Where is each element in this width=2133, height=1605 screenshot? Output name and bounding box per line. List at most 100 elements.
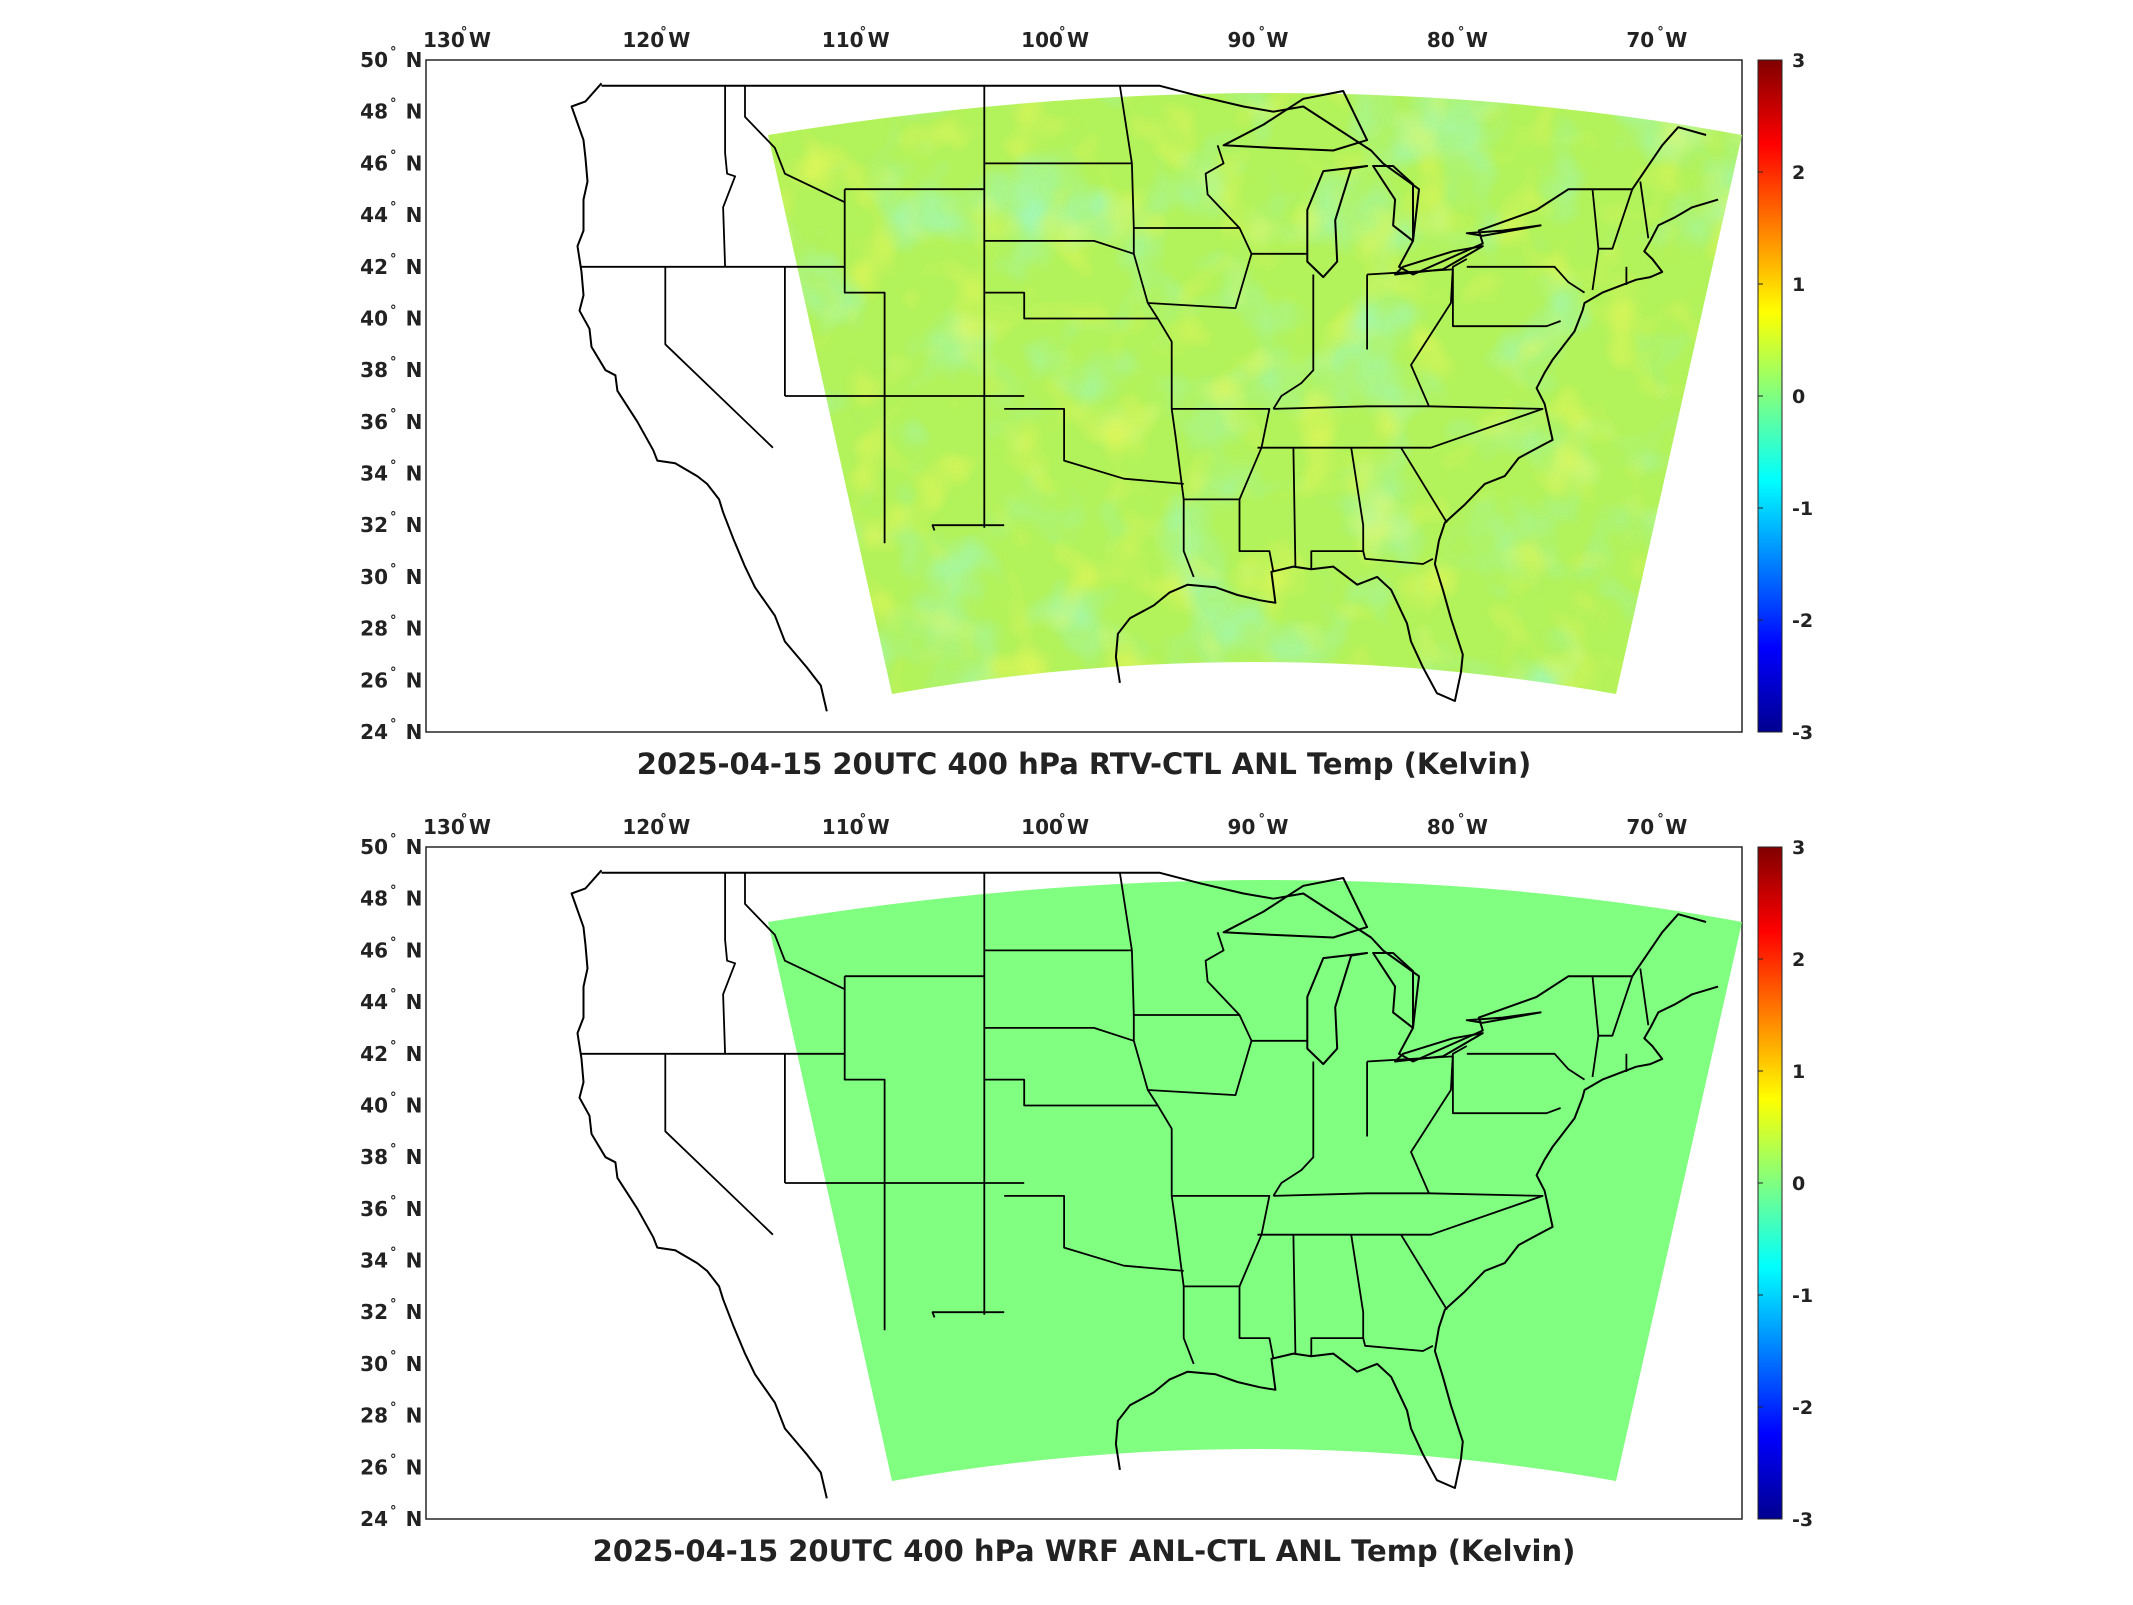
lon-tick-label: 100° W [1021, 812, 1089, 839]
lat-tick-label: 28 ° N [360, 1401, 422, 1428]
lon-tick-label: 90 ° W [1228, 812, 1289, 839]
lat-hemisphere: N [406, 203, 423, 227]
degree-symbol: ° [390, 510, 397, 525]
degree-symbol: ° [390, 987, 397, 1002]
state-boundary [984, 1078, 1158, 1107]
lon-tick-label: 90 ° W [1228, 25, 1289, 52]
lon-tick-value: 80 [1427, 815, 1455, 839]
lat-tick-value: 44 [360, 203, 388, 227]
lon-tick-value: 120 [622, 815, 664, 839]
lat-tick-label: 24 ° N [360, 717, 422, 744]
great-lake [1372, 165, 1414, 242]
lon-hemisphere: W [1466, 28, 1488, 52]
lat-tick-value: 50 [360, 48, 388, 72]
lon-tick-value: 130 [423, 28, 465, 52]
state-boundary [1598, 975, 1634, 1037]
colorbar-tick-label: 2 [1792, 162, 1805, 184]
lat-hemisphere: N [406, 938, 423, 962]
state-boundary [664, 1053, 774, 1236]
lat-tick-label: 50 ° N [360, 45, 422, 72]
lon-hemisphere: W [1067, 815, 1089, 839]
state-boundary [1292, 1234, 1297, 1354]
state-boundary [843, 976, 886, 1331]
state-boundary [1238, 499, 1275, 572]
pacific-coastline [570, 869, 828, 1499]
lat-tick-label: 40 ° N [360, 1090, 422, 1117]
colorbar-tick-label: -3 [1792, 722, 1813, 744]
lon-tick-label: 80 ° W [1427, 25, 1488, 52]
lat-tick-label: 44 ° N [360, 987, 422, 1014]
degree-symbol: ° [390, 832, 397, 847]
degree-symbol: ° [1258, 25, 1265, 40]
warm-anomaly-texture [768, 93, 1742, 694]
state-boundary [1410, 1045, 1468, 1194]
lon-tick-label: 130° W [423, 25, 491, 52]
lat-hemisphere: N [406, 1197, 423, 1221]
great-lake [1306, 952, 1369, 1066]
lat-tick-label: 44 ° N [360, 200, 422, 227]
colorbar-tick-label: -2 [1792, 610, 1813, 632]
degree-symbol: ° [390, 1090, 397, 1105]
lat-hemisphere: N [406, 887, 423, 911]
lat-tick-label: 24 ° N [360, 1504, 422, 1531]
degree-symbol: ° [390, 1297, 397, 1312]
degree-symbol: ° [390, 355, 397, 370]
lat-hemisphere: N [406, 48, 423, 72]
colorbar-tick-label: 0 [1792, 386, 1805, 408]
lon-hemisphere: W [1067, 28, 1089, 52]
great-lake [1306, 165, 1369, 279]
lon-tick-label: 80 ° W [1427, 812, 1488, 839]
degree-symbol: ° [860, 25, 867, 40]
lat-tick-label: 40 ° N [360, 303, 422, 330]
state-boundary [1272, 274, 1315, 410]
lat-tick-label: 30 ° N [360, 562, 422, 589]
lat-tick-value: 32 [360, 513, 388, 537]
colorbar-tick-label: 3 [1792, 837, 1805, 859]
lat-tick-value: 48 [360, 887, 388, 911]
map-boundaries [570, 82, 1719, 712]
panel-title: 2025-04-15 20UTC 400 hPa WRF ANL-CTL ANL… [593, 1534, 1576, 1568]
lon-tick-label: 70 ° W [1626, 25, 1687, 52]
degree-symbol: ° [461, 812, 468, 827]
state-boundary [1204, 145, 1241, 229]
lat-hemisphere: N [406, 990, 423, 1014]
lon-tick-value: 100 [1021, 815, 1063, 839]
lat-tick-value: 48 [360, 100, 388, 124]
colorbar-tick-label: 2 [1792, 949, 1805, 971]
lat-tick-label: 38 ° N [360, 1142, 422, 1169]
lat-hemisphere: N [406, 306, 423, 330]
state-boundary [984, 240, 1135, 255]
degree-symbol: ° [1657, 25, 1664, 40]
state-boundary [1119, 85, 1185, 500]
degree-symbol: ° [1258, 812, 1265, 827]
lat-tick-label: 38 ° N [360, 355, 422, 382]
degree-symbol: ° [461, 25, 468, 40]
lon-tick-label: 110° W [822, 812, 890, 839]
state-boundary [931, 1311, 1005, 1318]
degree-symbol: ° [390, 1194, 397, 1209]
difference-field [768, 880, 1742, 1481]
lat-tick-value: 34 [360, 1249, 388, 1273]
lon-hemisphere: W [1466, 815, 1488, 839]
lon-tick-value: 120 [622, 28, 664, 52]
lat-tick-label: 26 ° N [360, 1452, 422, 1479]
lat-tick-label: 48 ° N [360, 884, 422, 911]
lat-tick-label: 36 ° N [360, 407, 422, 434]
state-boundary [1400, 1234, 1448, 1311]
lat-tick-label: 46 ° N [360, 935, 422, 962]
state-boundary [1292, 447, 1297, 567]
lat-hemisphere: N [406, 1249, 423, 1273]
degree-symbol: ° [390, 45, 397, 60]
lon-tick-label: 110° W [822, 25, 890, 52]
colorbar-tick-label: 1 [1792, 1061, 1805, 1083]
degree-symbol: ° [1458, 25, 1465, 40]
state-boundary [1238, 1286, 1275, 1359]
lat-tick-value: 24 [360, 720, 388, 744]
lat-hemisphere: N [406, 1352, 423, 1376]
degree-symbol: ° [390, 1039, 397, 1054]
degree-symbol: ° [390, 1142, 397, 1157]
state-boundary [1466, 1052, 1585, 1081]
lat-tick-value: 30 [360, 565, 388, 589]
lon-tick-label: 130° W [423, 812, 491, 839]
